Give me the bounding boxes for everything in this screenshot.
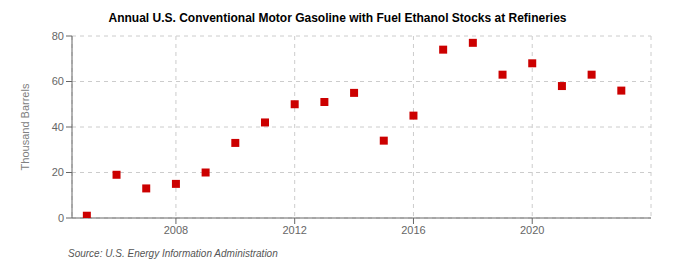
svg-text:60: 60 bbox=[52, 75, 64, 87]
svg-text:2016: 2016 bbox=[401, 224, 425, 236]
svg-text:80: 80 bbox=[52, 30, 64, 42]
svg-text:Thousand Barrels: Thousand Barrels bbox=[19, 83, 31, 170]
svg-text:20: 20 bbox=[52, 166, 64, 178]
svg-text:2020: 2020 bbox=[520, 224, 544, 236]
html-text:Annual U.S. Conventional Motor: Annual U.S. Conventional Motor Gasoline … bbox=[108, 11, 567, 25]
svg-text:0: 0 bbox=[58, 212, 64, 224]
svg-text:40: 40 bbox=[52, 121, 64, 133]
svg-text:2008: 2008 bbox=[164, 224, 188, 236]
html-text:Source: U.S. Energy Informatio: Source: U.S. Energy Information Administ… bbox=[68, 248, 278, 259]
svg-text:2012: 2012 bbox=[282, 224, 306, 236]
